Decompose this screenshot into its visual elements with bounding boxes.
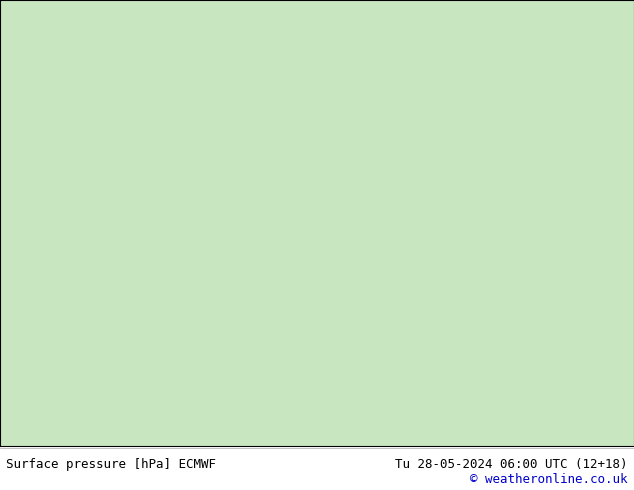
Text: Surface pressure [hPa] ECMWF: Surface pressure [hPa] ECMWF xyxy=(6,458,216,471)
Text: © weatheronline.co.uk: © weatheronline.co.uk xyxy=(470,472,628,486)
Text: Tu 28-05-2024 06:00 UTC (12+18): Tu 28-05-2024 06:00 UTC (12+18) xyxy=(395,458,628,471)
